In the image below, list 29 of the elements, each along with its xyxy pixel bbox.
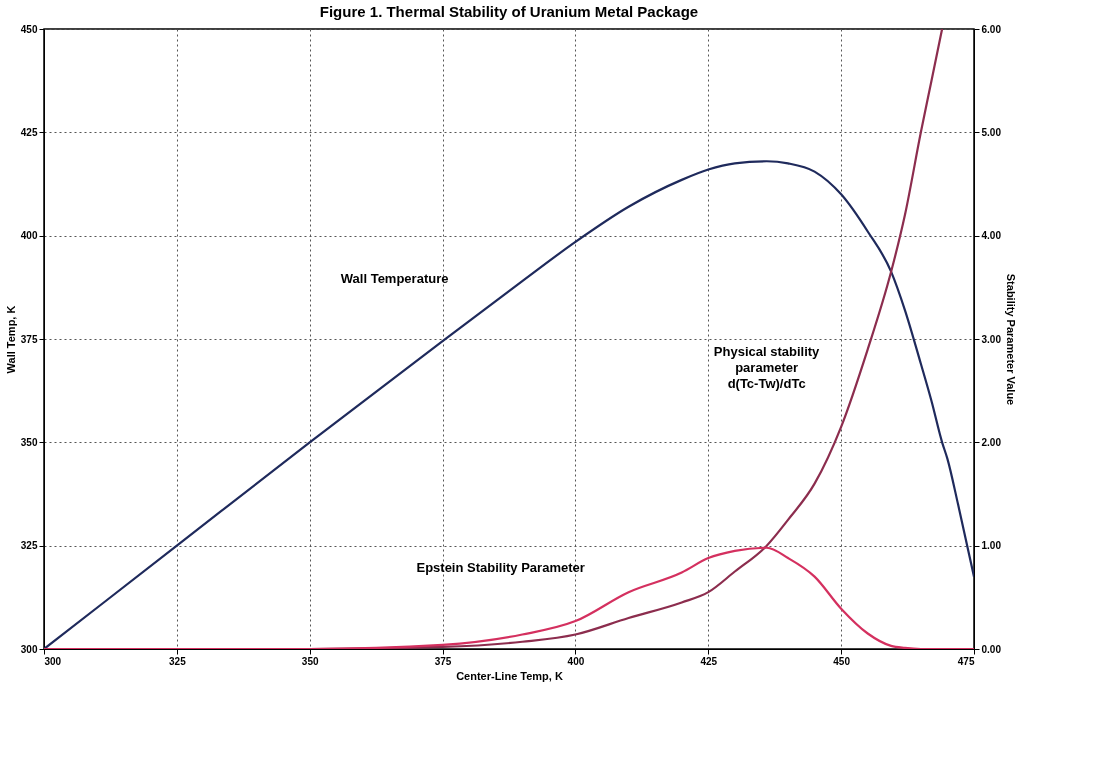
- annotation: Epstein Stability Parameter: [416, 560, 585, 576]
- y2-tick-label: 0.00: [981, 643, 1002, 655]
- x-tick-label: 350: [301, 655, 319, 667]
- y-axis-title: Wall Temp, K: [4, 305, 17, 374]
- x-tick-label: 450: [833, 655, 851, 667]
- y-tick-label: 450: [20, 23, 38, 35]
- x-tick-label: 475: [957, 655, 975, 667]
- y2-tick-label: 3.00: [981, 333, 1002, 345]
- y-tick-label: 375: [20, 333, 38, 345]
- y-tick-label: 325: [20, 540, 38, 552]
- y-tick-label: 300: [20, 643, 38, 655]
- y2-tick-label: 2.00: [981, 436, 1002, 448]
- annotation: Wall Temperature: [340, 270, 449, 286]
- annotation: Physical stability parameter d(Tc-Tw)/dTc: [713, 344, 821, 392]
- y2-axis-title: Stability Parameter Value: [1004, 273, 1017, 406]
- y-tick-label: 350: [20, 436, 38, 448]
- y2-tick-label: 4.00: [981, 230, 1002, 242]
- x-tick-label: 425: [700, 655, 718, 667]
- y2-tick-label: 6.00: [981, 23, 1002, 35]
- x-axis-title: Center-Line Temp, K: [456, 669, 563, 682]
- x-tick-label: 325: [169, 655, 187, 667]
- chart-title: Figure 1. Thermal Stability of Uranium Metal Package: [319, 3, 699, 20]
- y2-tick-label: 5.00: [981, 126, 1002, 138]
- y-tick-label: 400: [20, 230, 38, 242]
- y2-tick-label: 1.00: [981, 540, 1002, 552]
- x-tick-label: 375: [434, 655, 452, 667]
- y-tick-label: 425: [20, 126, 38, 138]
- x-tick-label: 300: [44, 655, 62, 667]
- x-tick-label: 400: [567, 655, 585, 667]
